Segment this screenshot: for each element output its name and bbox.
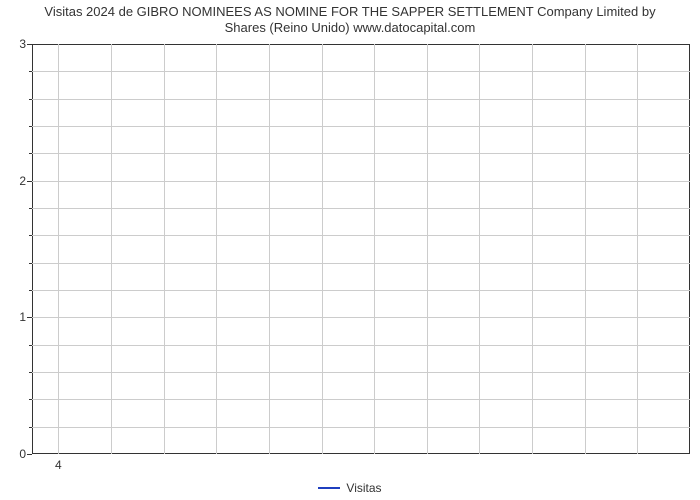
gridline-vertical [216, 44, 217, 454]
gridline-horizontal [32, 290, 690, 291]
y-minor-tick-mark [29, 153, 32, 154]
y-tick-mark [27, 317, 32, 318]
y-tick-label: 3 [19, 37, 26, 51]
y-minor-tick-mark [29, 99, 32, 100]
chart-title-line2: Shares (Reino Unido) www.datocapital.com [225, 20, 476, 35]
gridline-horizontal [32, 263, 690, 264]
gridline-horizontal [32, 317, 690, 318]
y-minor-tick-mark [29, 399, 32, 400]
y-minor-tick-mark [29, 427, 32, 428]
gridline-vertical [58, 44, 59, 454]
gridline-vertical [637, 44, 638, 454]
gridline-vertical [585, 44, 586, 454]
plot-border [32, 44, 690, 45]
chart-title-line1: Visitas 2024 de GIBRO NOMINEES AS NOMINE… [44, 4, 655, 19]
gridline-horizontal [32, 235, 690, 236]
gridline-horizontal [32, 181, 690, 182]
gridline-horizontal [32, 99, 690, 100]
gridline-horizontal [32, 345, 690, 346]
y-tick-mark [27, 44, 32, 45]
y-tick-label: 1 [19, 310, 26, 324]
y-tick-mark [27, 454, 32, 455]
y-minor-tick-mark [29, 71, 32, 72]
plot-area: 01234 [32, 44, 690, 454]
plot-border [32, 453, 690, 454]
chart-title: Visitas 2024 de GIBRO NOMINEES AS NOMINE… [0, 4, 700, 37]
gridline-vertical [164, 44, 165, 454]
y-minor-tick-mark [29, 263, 32, 264]
gridline-vertical [269, 44, 270, 454]
gridline-vertical [322, 44, 323, 454]
gridline-vertical [532, 44, 533, 454]
gridline-horizontal [32, 153, 690, 154]
gridline-vertical [374, 44, 375, 454]
gridline-horizontal [32, 208, 690, 209]
gridline-horizontal [32, 372, 690, 373]
gridline-vertical [479, 44, 480, 454]
y-tick-mark [27, 181, 32, 182]
y-minor-tick-mark [29, 208, 32, 209]
x-tick-label: 4 [55, 458, 62, 472]
gridline-horizontal [32, 427, 690, 428]
y-minor-tick-mark [29, 372, 32, 373]
gridline-vertical [111, 44, 112, 454]
gridline-vertical [427, 44, 428, 454]
plot-border [32, 44, 33, 454]
plot-border [689, 44, 690, 454]
gridline-horizontal [32, 71, 690, 72]
legend: Visitas [0, 480, 700, 495]
gridline-horizontal [32, 399, 690, 400]
y-minor-tick-mark [29, 126, 32, 127]
visits-chart: Visitas 2024 de GIBRO NOMINEES AS NOMINE… [0, 0, 700, 500]
y-minor-tick-mark [29, 290, 32, 291]
gridline-horizontal [32, 126, 690, 127]
y-tick-label: 2 [19, 174, 26, 188]
y-minor-tick-mark [29, 345, 32, 346]
legend-label: Visitas [346, 481, 381, 495]
y-tick-label: 0 [19, 447, 26, 461]
y-minor-tick-mark [29, 235, 32, 236]
legend-swatch [318, 487, 340, 489]
